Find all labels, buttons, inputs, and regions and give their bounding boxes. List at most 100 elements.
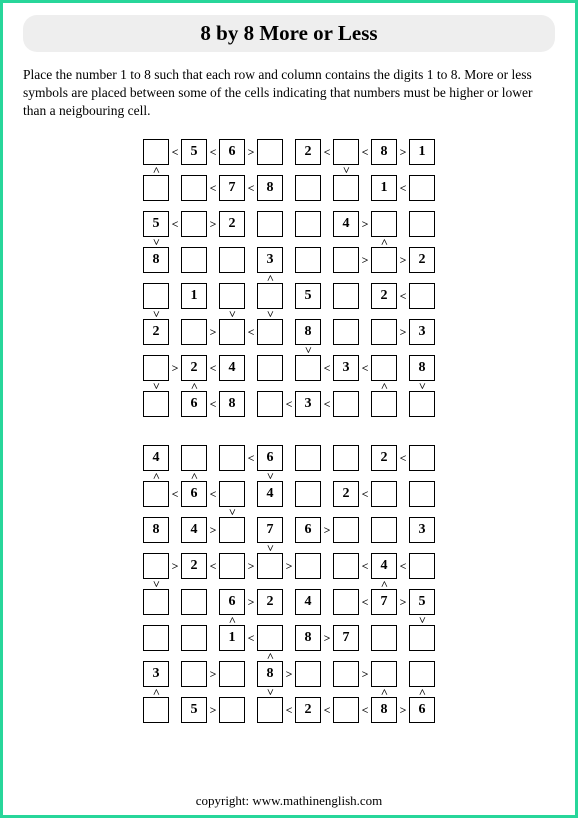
puzzle-cell[interactable] xyxy=(295,175,321,201)
puzzle-cell[interactable]: 8 xyxy=(219,391,245,417)
puzzle-cell[interactable]: 4 xyxy=(181,517,207,543)
puzzle-cell[interactable] xyxy=(333,517,359,543)
puzzle-cell[interactable] xyxy=(257,553,283,579)
puzzle-cell[interactable]: 5 xyxy=(143,211,169,237)
puzzle-cell[interactable]: 5 xyxy=(295,283,321,309)
puzzle-cell[interactable]: 3 xyxy=(143,661,169,687)
puzzle-cell[interactable]: 5 xyxy=(181,139,207,165)
puzzle-cell[interactable] xyxy=(409,211,435,237)
puzzle-cell[interactable] xyxy=(143,283,169,309)
puzzle-cell[interactable]: 8 xyxy=(295,319,321,345)
puzzle-cell[interactable] xyxy=(295,553,321,579)
puzzle-cell[interactable] xyxy=(257,355,283,381)
puzzle-cell[interactable]: 1 xyxy=(371,175,397,201)
puzzle-cell[interactable] xyxy=(219,553,245,579)
puzzle-cell[interactable]: 7 xyxy=(371,589,397,615)
puzzle-cell[interactable]: 3 xyxy=(409,517,435,543)
puzzle-cell[interactable] xyxy=(257,319,283,345)
puzzle-cell[interactable]: 5 xyxy=(181,697,207,723)
puzzle-cell[interactable]: 8 xyxy=(257,661,283,687)
puzzle-cell[interactable]: 6 xyxy=(295,517,321,543)
puzzle-cell[interactable]: 2 xyxy=(371,283,397,309)
puzzle-cell[interactable] xyxy=(181,661,207,687)
puzzle-cell[interactable]: 4 xyxy=(257,481,283,507)
puzzle-cell[interactable] xyxy=(409,481,435,507)
puzzle-cell[interactable]: 2 xyxy=(409,247,435,273)
puzzle-cell[interactable]: 6 xyxy=(219,589,245,615)
puzzle-cell[interactable] xyxy=(143,625,169,651)
puzzle-cell[interactable]: 4 xyxy=(143,445,169,471)
puzzle-cell[interactable] xyxy=(257,211,283,237)
puzzle-cell[interactable] xyxy=(333,319,359,345)
puzzle-cell[interactable] xyxy=(143,391,169,417)
puzzle-cell[interactable] xyxy=(257,139,283,165)
puzzle-cell[interactable] xyxy=(409,445,435,471)
puzzle-cell[interactable]: 3 xyxy=(295,391,321,417)
puzzle-cell[interactable] xyxy=(333,247,359,273)
puzzle-cell[interactable]: 6 xyxy=(409,697,435,723)
puzzle-cell[interactable] xyxy=(257,625,283,651)
puzzle-cell[interactable] xyxy=(295,445,321,471)
puzzle-cell[interactable] xyxy=(333,697,359,723)
puzzle-cell[interactable] xyxy=(181,445,207,471)
puzzle-cell[interactable] xyxy=(409,661,435,687)
puzzle-cell[interactable]: 2 xyxy=(181,553,207,579)
puzzle-cell[interactable] xyxy=(181,175,207,201)
puzzle-cell[interactable] xyxy=(143,355,169,381)
puzzle-cell[interactable] xyxy=(257,391,283,417)
puzzle-cell[interactable]: 8 xyxy=(371,697,397,723)
puzzle-cell[interactable]: 6 xyxy=(181,391,207,417)
puzzle-cell[interactable] xyxy=(333,553,359,579)
puzzle-cell[interactable] xyxy=(143,175,169,201)
puzzle-cell[interactable] xyxy=(257,283,283,309)
puzzle-cell[interactable] xyxy=(371,355,397,381)
puzzle-cell[interactable]: 8 xyxy=(371,139,397,165)
puzzle-cell[interactable]: 4 xyxy=(371,553,397,579)
puzzle-cell[interactable] xyxy=(295,355,321,381)
puzzle-cell[interactable] xyxy=(333,589,359,615)
puzzle-cell[interactable]: 6 xyxy=(219,139,245,165)
puzzle-cell[interactable] xyxy=(143,481,169,507)
puzzle-cell[interactable] xyxy=(295,211,321,237)
puzzle-cell[interactable] xyxy=(219,247,245,273)
puzzle-cell[interactable] xyxy=(409,283,435,309)
puzzle-cell[interactable] xyxy=(371,319,397,345)
puzzle-cell[interactable]: 6 xyxy=(257,445,283,471)
puzzle-cell[interactable]: 8 xyxy=(143,247,169,273)
puzzle-cell[interactable]: 8 xyxy=(143,517,169,543)
puzzle-cell[interactable]: 2 xyxy=(295,697,321,723)
puzzle-cell[interactable]: 2 xyxy=(371,445,397,471)
puzzle-cell[interactable]: 1 xyxy=(219,625,245,651)
puzzle-cell[interactable]: 8 xyxy=(257,175,283,201)
puzzle-cell[interactable] xyxy=(219,697,245,723)
puzzle-cell[interactable]: 2 xyxy=(219,211,245,237)
puzzle-cell[interactable] xyxy=(181,319,207,345)
puzzle-cell[interactable]: 3 xyxy=(257,247,283,273)
puzzle-cell[interactable] xyxy=(219,661,245,687)
puzzle-cell[interactable] xyxy=(371,391,397,417)
puzzle-cell[interactable] xyxy=(409,391,435,417)
puzzle-cell[interactable] xyxy=(181,247,207,273)
puzzle-cell[interactable] xyxy=(409,625,435,651)
puzzle-cell[interactable] xyxy=(219,445,245,471)
puzzle-cell[interactable]: 4 xyxy=(333,211,359,237)
puzzle-cell[interactable]: 5 xyxy=(409,589,435,615)
puzzle-cell[interactable] xyxy=(371,247,397,273)
puzzle-cell[interactable] xyxy=(333,661,359,687)
puzzle-cell[interactable] xyxy=(333,445,359,471)
puzzle-cell[interactable]: 7 xyxy=(219,175,245,201)
puzzle-cell[interactable] xyxy=(371,625,397,651)
puzzle-cell[interactable] xyxy=(257,697,283,723)
puzzle-cell[interactable]: 3 xyxy=(409,319,435,345)
puzzle-cell[interactable]: 4 xyxy=(295,589,321,615)
puzzle-cell[interactable]: 2 xyxy=(257,589,283,615)
puzzle-cell[interactable] xyxy=(219,481,245,507)
puzzle-cell[interactable] xyxy=(409,553,435,579)
puzzle-cell[interactable]: 6 xyxy=(181,481,207,507)
puzzle-cell[interactable]: 8 xyxy=(409,355,435,381)
puzzle-cell[interactable] xyxy=(333,391,359,417)
puzzle-cell[interactable]: 2 xyxy=(295,139,321,165)
puzzle-cell[interactable]: 7 xyxy=(257,517,283,543)
puzzle-cell[interactable] xyxy=(219,283,245,309)
puzzle-cell[interactable]: 7 xyxy=(333,625,359,651)
